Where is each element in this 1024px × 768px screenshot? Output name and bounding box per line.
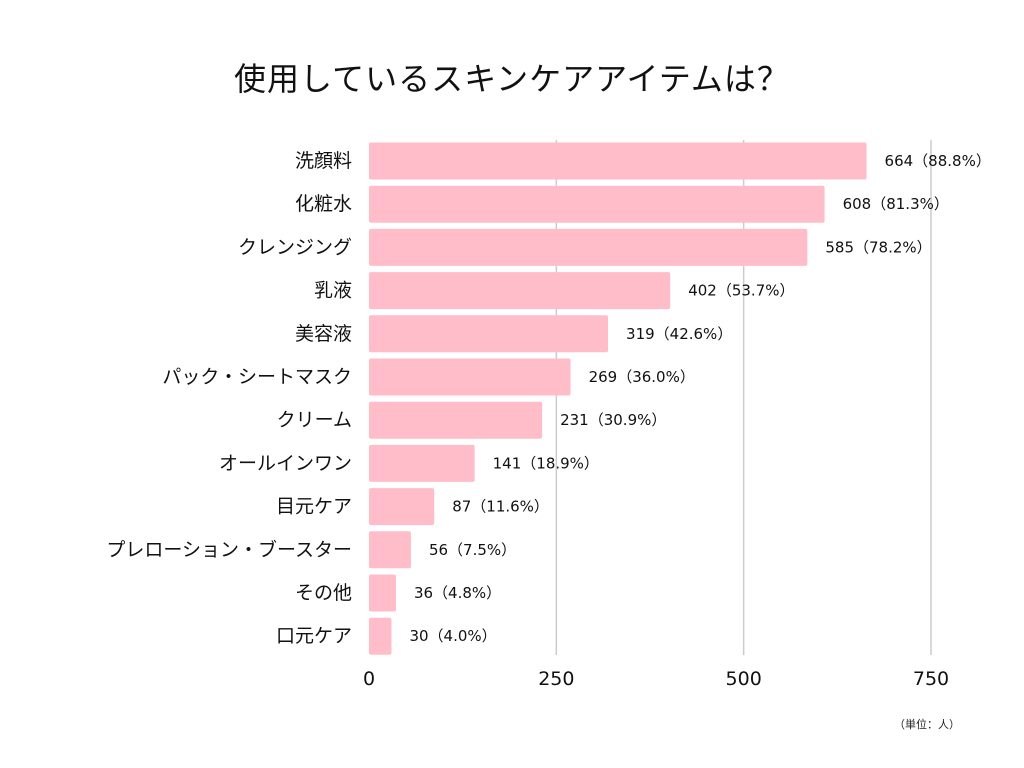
category-label: 乳液 — [314, 280, 352, 302]
bar — [369, 574, 396, 612]
data-label: 141（18.9%） — [493, 454, 599, 472]
data-label: 608（81.3%） — [843, 195, 949, 213]
data-label: 231（30.9%） — [560, 411, 666, 429]
x-tick-label: 750 — [913, 668, 949, 690]
x-tick-label: 500 — [726, 668, 762, 690]
category-label: 口元ケア — [276, 625, 352, 647]
data-label: 30（4.0%） — [409, 627, 496, 645]
category-label: パック・シートマスク — [162, 366, 352, 388]
bar — [369, 315, 609, 353]
bar — [369, 401, 543, 439]
grid-lines — [555, 140, 932, 655]
data-label: 585（78.2%） — [825, 238, 931, 256]
category-labels: 洗顔料化粧水クレンジング乳液美容液パック・シートマスククリームオールインワン目元… — [106, 150, 352, 647]
bar — [369, 444, 475, 482]
x-tick-label: 0 — [363, 668, 375, 690]
category-label: クレンジング — [238, 236, 352, 258]
bar — [369, 142, 867, 180]
category-label: 美容液 — [295, 323, 352, 345]
category-label: クリーム — [277, 409, 352, 431]
chart-title: 使用しているスキンケアアイテムは？ — [234, 60, 790, 98]
bar — [369, 531, 411, 569]
bar — [369, 272, 671, 310]
value-labels: 664（88.8%） 608（81.3%） 585（78.2%） 402（53.7%）… — [409, 152, 990, 645]
category-label: 洗顔料 — [295, 150, 352, 172]
data-label: 319（42.6%） — [626, 325, 732, 343]
bars — [369, 142, 867, 655]
category-label: その他 — [295, 582, 352, 604]
data-label: 402（53.7%） — [688, 282, 794, 300]
data-label: 36（4.8%） — [414, 584, 501, 602]
category-label: 化粧水 — [295, 193, 352, 215]
data-label: 87（11.6%） — [452, 498, 549, 516]
unit-note: （単位：人） — [894, 718, 960, 731]
bar — [369, 358, 571, 396]
category-label: プレローション・ブースター — [106, 538, 352, 561]
bar — [369, 617, 392, 655]
x-tick-label: 250 — [538, 668, 574, 690]
data-label: 56（7.5%） — [429, 541, 516, 559]
data-label: 664（88.8%） — [885, 152, 991, 170]
bar — [369, 488, 435, 526]
data-label: 269（36.0%） — [589, 368, 695, 386]
category-label: 目元ケア — [276, 496, 352, 518]
x-axis-ticks: 0 250 500 750 — [363, 668, 949, 690]
bar — [369, 185, 825, 223]
bar — [369, 228, 808, 266]
category-label: オールインワン — [219, 452, 352, 474]
